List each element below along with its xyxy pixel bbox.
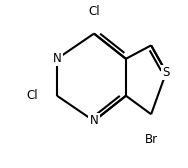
Text: N: N: [90, 114, 98, 128]
Text: S: S: [163, 66, 170, 79]
Text: Br: Br: [145, 133, 158, 146]
Text: Cl: Cl: [88, 5, 100, 18]
Text: Cl: Cl: [26, 89, 38, 102]
Text: N: N: [53, 52, 61, 65]
